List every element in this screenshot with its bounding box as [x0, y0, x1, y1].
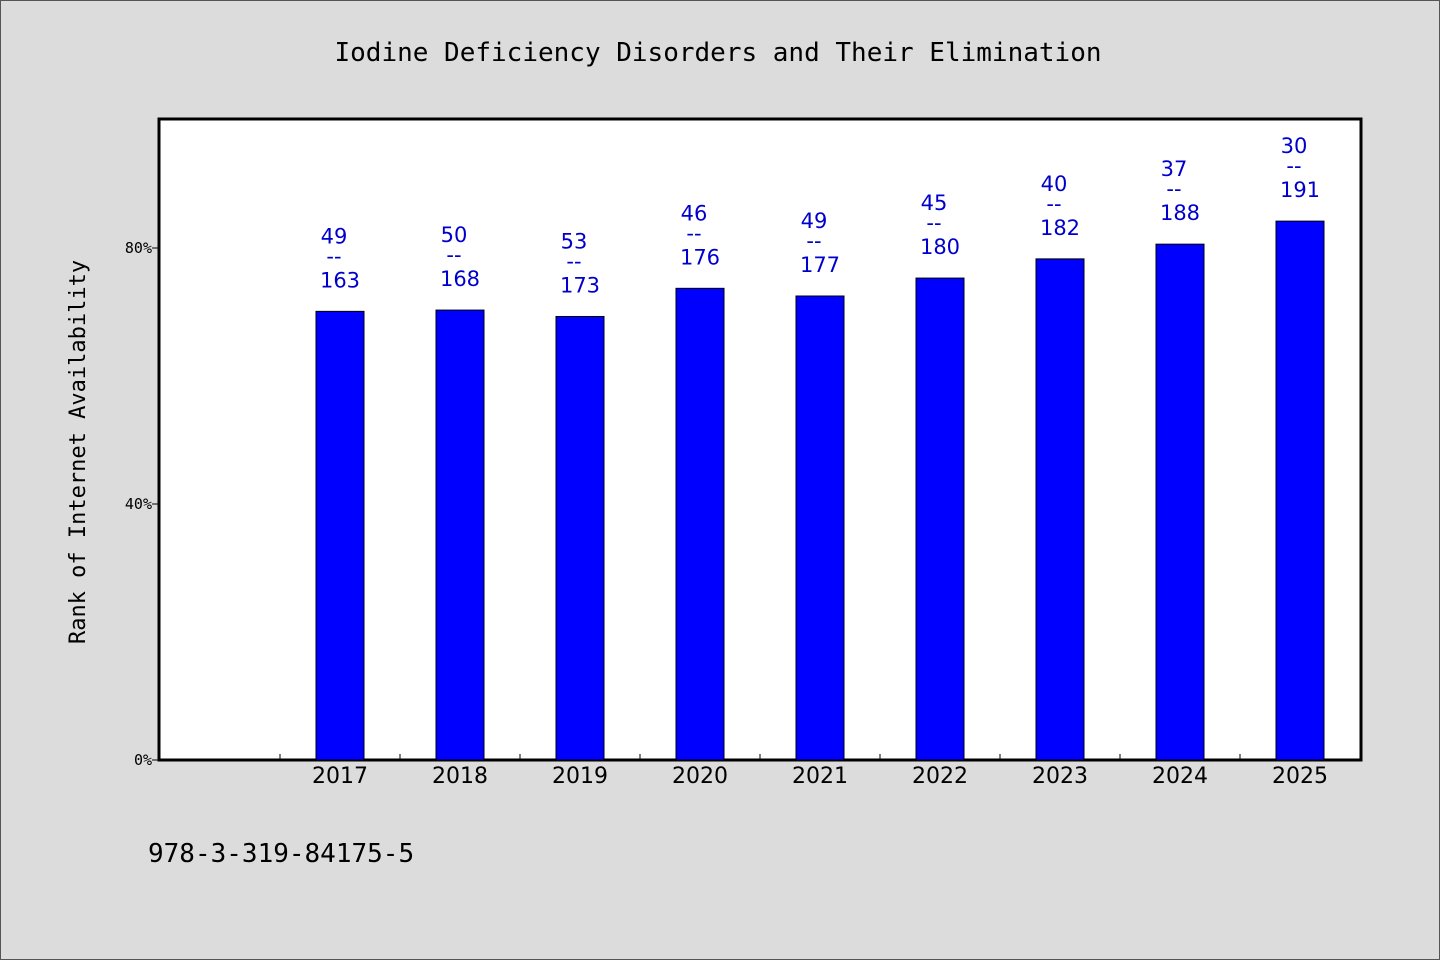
data-labels: 49--16350--16853--17346--17649--17745--1… [320, 134, 1320, 297]
bar-series [315, 220, 1325, 761]
data-label-bottom: 176 [680, 245, 720, 269]
bar-2018 [435, 309, 485, 761]
data-label-separator: -- [806, 229, 821, 253]
data-label-bottom: 173 [560, 273, 600, 297]
bar-2017 [315, 310, 365, 761]
x-tick-label: 2021 [792, 764, 848, 789]
data-label-bottom: 168 [440, 267, 480, 291]
data-label-bottom: 191 [1280, 178, 1320, 202]
x-tick-label: 2017 [312, 764, 368, 789]
chart-title: Iodine Deficiency Disorders and Their El… [334, 38, 1101, 68]
data-label-top: 53 [561, 229, 588, 253]
y-axis: 0% 40% 80% [125, 239, 160, 769]
x-axis: 2017 2018 2019 2020 2021 2022 2023 2024 2025 [279, 754, 1361, 789]
bar-2020 [675, 287, 725, 761]
x-tick-label: 2022 [912, 764, 968, 789]
data-label-bottom: 180 [920, 235, 960, 259]
data-label-bottom: 188 [1160, 201, 1200, 225]
data-label-bottom: 182 [1040, 216, 1080, 240]
data-label-top: 45 [921, 191, 948, 215]
x-tick-label: 2018 [432, 764, 488, 789]
bar-2021 [795, 295, 845, 761]
y-tick-label: 40% [125, 495, 152, 513]
data-label-top: 49 [801, 209, 828, 233]
data-label-separator: -- [686, 221, 701, 245]
data-label-top: 49 [321, 224, 348, 248]
x-tick-label: 2025 [1272, 764, 1328, 789]
x-tick-label: 2023 [1032, 764, 1088, 789]
data-label-top: 46 [681, 201, 708, 225]
data-label-separator: -- [1166, 177, 1181, 201]
bar-2019 [555, 315, 605, 761]
y-tick-label: 80% [125, 239, 152, 257]
data-label-separator: -- [566, 249, 581, 273]
bar-2025 [1275, 220, 1325, 761]
data-label-separator: -- [326, 244, 341, 268]
data-label-top: 30 [1281, 134, 1308, 158]
bar-2022 [915, 277, 965, 761]
bar-2024 [1155, 243, 1205, 761]
x-tick-label: 2019 [552, 764, 608, 789]
data-label-bottom: 177 [800, 253, 840, 277]
data-label-separator: -- [926, 211, 941, 235]
bar-2023 [1035, 258, 1085, 761]
x-tick-label: 2020 [672, 764, 728, 789]
isbn-footer: 978-3-319-84175-5 [148, 839, 414, 869]
data-label-separator: -- [446, 243, 461, 267]
data-label-separator: -- [1286, 154, 1301, 178]
x-tick-label: 2024 [1152, 764, 1208, 789]
data-label-top: 40 [1041, 172, 1068, 196]
data-label-separator: -- [1046, 192, 1061, 216]
data-label-top: 50 [441, 223, 468, 247]
y-axis-label: Rank of Internet Availability [66, 260, 91, 644]
data-label-bottom: 163 [320, 268, 360, 292]
y-tick-label: 0% [134, 751, 152, 769]
data-label-top: 37 [1161, 157, 1188, 181]
